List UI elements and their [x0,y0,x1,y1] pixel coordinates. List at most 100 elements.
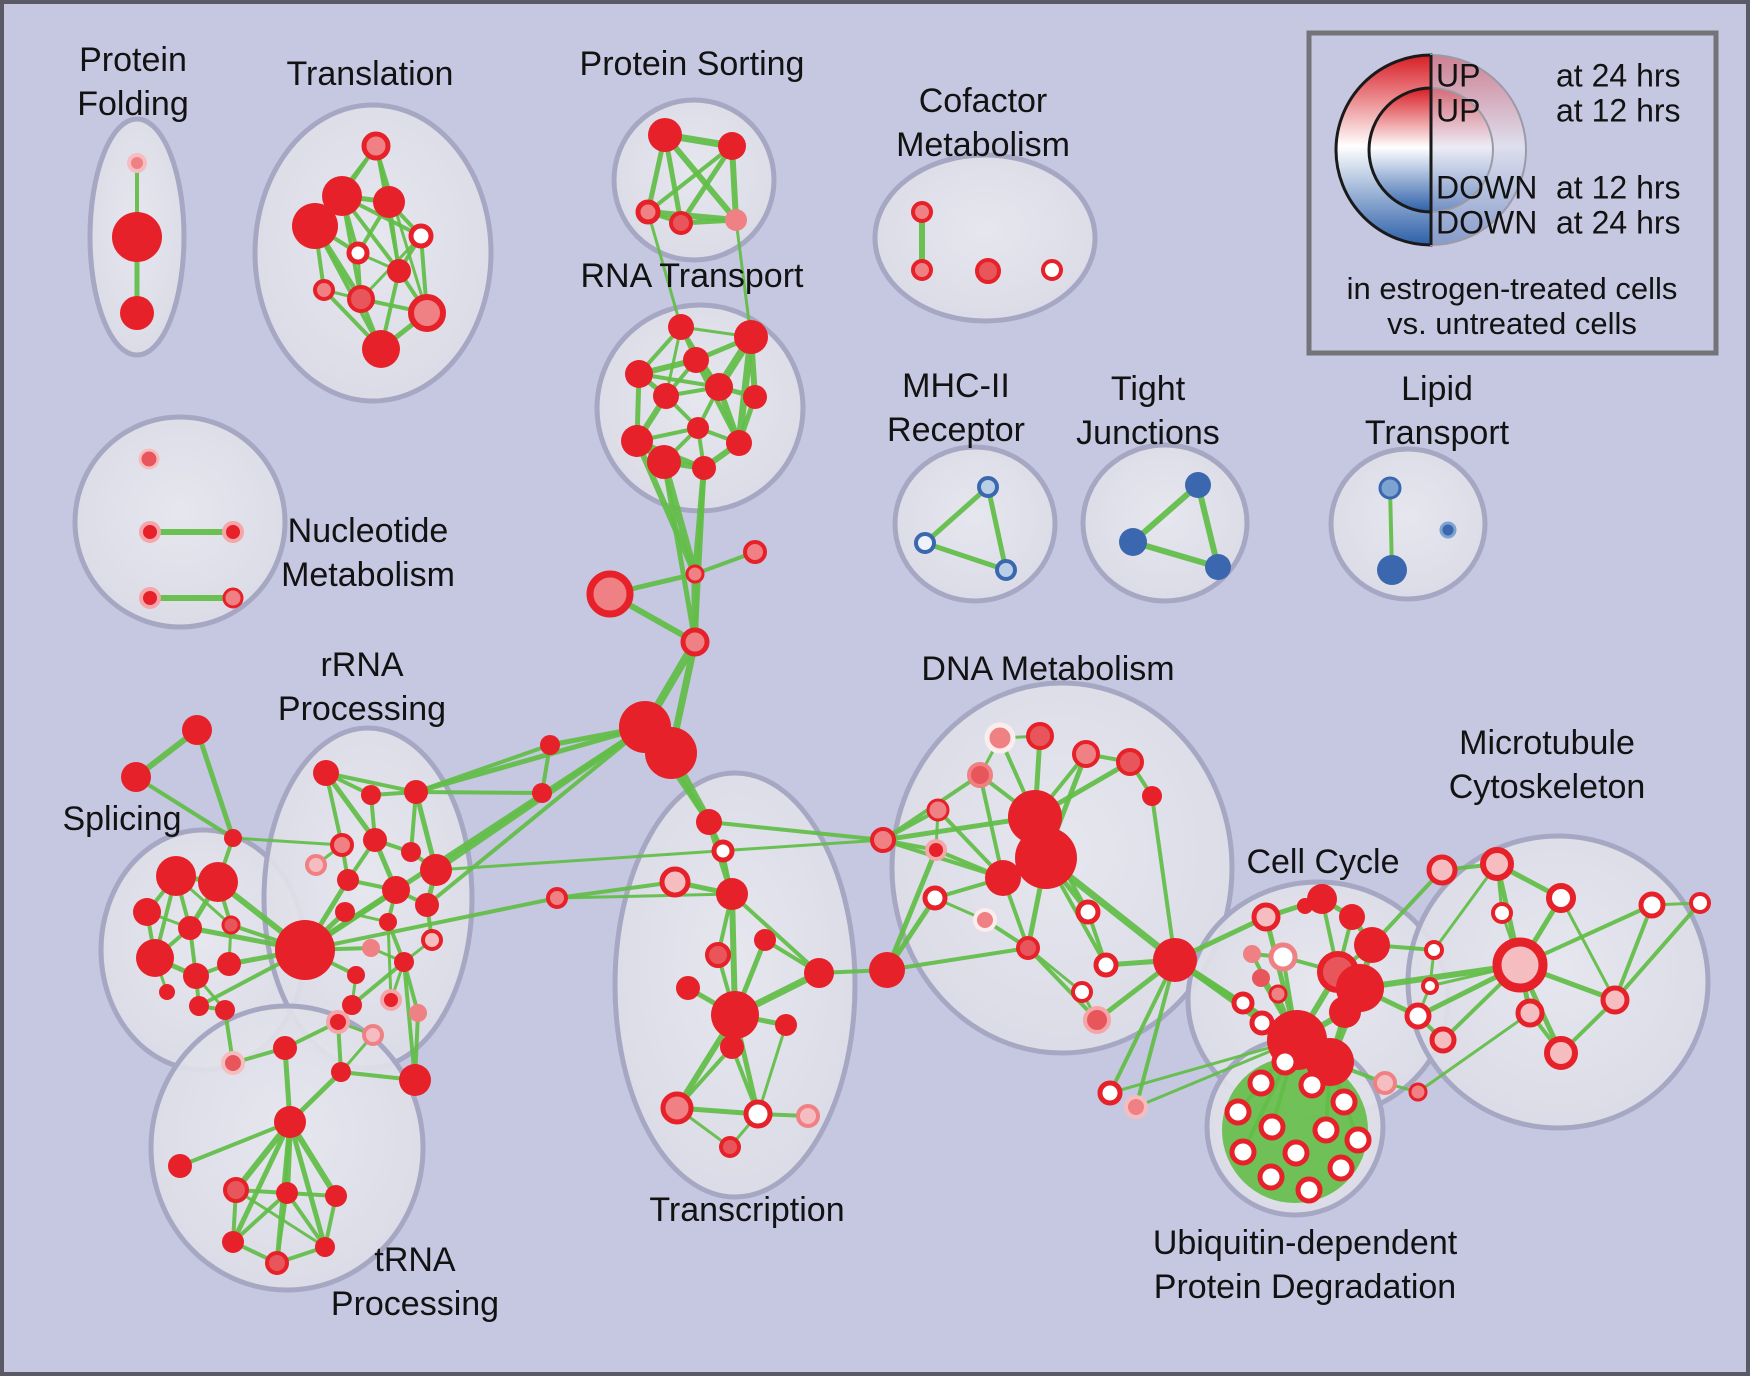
edge-ps1-ps5 [662,132,739,223]
node-dm19 [1116,748,1144,776]
node-tx10 [775,1014,797,1036]
node-rt10 [726,430,752,456]
edge-tx1-bw [707,820,885,842]
node-rt11 [647,445,681,479]
node-tx5 [754,929,776,951]
node-t1 [361,131,391,161]
node-sp2 [198,862,238,902]
node-tx9 [804,958,834,988]
legend-time-0: at 24 hrs [1556,57,1681,93]
node-cn2 [685,564,705,584]
node-sp5 [221,915,241,935]
node-cm4 [1041,259,1063,281]
node-sp1 [156,856,196,896]
edge-trhub-trr5 [287,1119,328,1250]
edge-mt8-mt12 [1613,903,1654,1002]
node-t6 [346,241,370,265]
node-cn5 [540,735,560,755]
node-trl2 [221,1051,245,1075]
node-pf1 [127,153,147,173]
edge-ps2-ps4 [678,143,735,226]
legend-time-1: at 12 hrs [1556,92,1681,128]
node-tj1 [1185,472,1211,498]
node-cc22 [1408,1082,1428,1102]
node-tr4 [326,1010,350,1034]
edge-uo1-cc15 [1108,1038,1299,1095]
node-triso [168,1154,192,1178]
node-rr6 [363,828,387,852]
node-hb2 [645,727,697,779]
edge-rr16-rr18 [350,960,406,1007]
node-cc4 [1268,942,1298,972]
legend-direction-0: UP [1436,57,1480,93]
node-rr9 [337,869,359,891]
node-trr1 [223,1177,249,1203]
node-t11 [362,330,400,368]
edge-dm18-uo1 [1108,958,1177,1095]
legend: UP at 24 hrs UP at 12 hrs DOWN at 12 hrs DOWN a… [1306,30,1719,356]
node-tx2 [711,839,735,863]
node-sp8 [217,952,241,976]
node-rr2 [361,785,381,805]
node-sp6 [136,939,174,977]
node-mt7 [1515,998,1545,1028]
node-bw [870,827,896,853]
node-dm6 [925,839,947,861]
node-sp7 [183,963,209,989]
node-tr3 [273,1036,297,1060]
legend-box [1306,30,1719,356]
node-mt4 [1492,937,1548,993]
node-tx14 [796,1104,820,1128]
node-ps3 [635,199,661,225]
edge-mh2-mh3 [922,540,1009,573]
edge-tj1-tj3 [1195,482,1221,570]
edge-cc17-mt1 [1432,862,1499,952]
legend-time-2: at 12 hrs [1556,169,1681,205]
legend-time-3: at 24 hrs [1556,204,1681,240]
legend-direction-2: DOWN [1436,169,1537,205]
node-t3 [373,186,405,218]
node-rt1 [668,314,694,340]
node-ub8 [1344,1126,1372,1154]
node-tr7 [399,1064,431,1096]
node-cc14 [1329,996,1361,1028]
node-dm14 [869,952,905,988]
cluster-label-microtubule-cytoskeleton: Microtubule Cytoskeleton [1449,724,1646,806]
node-ub9 [1229,1138,1257,1166]
node-rr14 [421,929,443,951]
node-ub11 [1327,1154,1355,1182]
node-dm18 [1153,938,1197,982]
node-cn1 [586,570,634,618]
node-uo1 [1097,1080,1123,1106]
cluster-label-dna-metabolism: DNA Metabolism [921,650,1174,688]
node-tx11 [720,1035,744,1059]
node-dm11 [973,908,997,932]
node-tx3 [659,866,691,898]
node-dm2 [1026,722,1054,750]
node-tr6 [331,1062,351,1082]
node-rr10 [382,876,410,904]
node-rt12 [692,456,716,480]
edge-trhub-trr4 [230,1119,293,1245]
node-dm1 [984,722,1016,754]
edge-ps3-rt1 [646,210,683,329]
node-mt12 [1638,891,1666,919]
node-trhub [274,1106,306,1138]
node-t8 [313,279,335,301]
node-ub2 [1247,1069,1275,1097]
edge-tj1-tj2 [1130,482,1201,545]
node-rr4 [330,833,354,857]
node-cc8 [1249,1010,1275,1036]
edge-mt2-mt8 [1559,896,1617,1002]
node-rt9 [621,425,653,457]
node-nm5 [222,587,244,609]
node-dm9 [985,860,1021,896]
edge-dm14-dm13 [885,946,1030,972]
node-tx15 [719,1136,741,1158]
node-ub12 [1257,1163,1285,1191]
node-tr5 [362,1024,384,1046]
node-trl1 [215,1000,235,1020]
node-trr6 [265,1251,289,1275]
